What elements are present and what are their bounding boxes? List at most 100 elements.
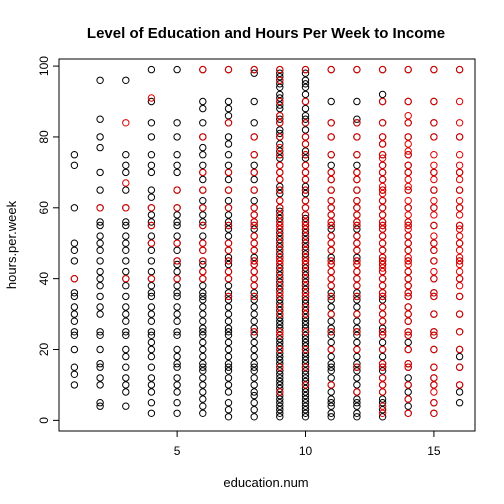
data-point — [455, 97, 464, 106]
data-point — [276, 225, 284, 233]
data-point — [353, 381, 361, 389]
data-point — [122, 292, 130, 301]
data-point — [224, 232, 233, 240]
data-point — [147, 246, 156, 255]
data-point — [327, 345, 335, 354]
data-point — [327, 246, 335, 255]
data-point — [301, 352, 310, 361]
data-point — [301, 104, 310, 113]
data-point — [301, 168, 310, 177]
data-point — [173, 204, 181, 212]
y-tick-label: 100 — [37, 56, 51, 76]
data-point — [122, 151, 130, 159]
data-point — [96, 115, 104, 123]
data-point — [455, 204, 464, 212]
data-point — [301, 133, 310, 141]
data-point — [404, 345, 412, 354]
data-point — [327, 338, 335, 347]
data-point — [276, 402, 284, 410]
data-point — [199, 246, 207, 255]
data-point — [301, 257, 310, 265]
data-point — [301, 65, 310, 74]
data-point — [455, 119, 464, 127]
data-point — [122, 374, 130, 382]
data-point — [301, 324, 310, 332]
data-point — [224, 292, 233, 301]
data-point — [276, 391, 284, 400]
data-point — [199, 360, 207, 368]
data-point — [378, 264, 387, 272]
y-tick-label: 80 — [37, 130, 51, 144]
data-point — [276, 143, 284, 152]
data-point — [224, 282, 233, 290]
data-point — [455, 168, 464, 177]
data-point — [173, 275, 181, 283]
data-point — [404, 388, 412, 396]
data-point — [327, 197, 335, 205]
data-point — [250, 289, 258, 297]
data-point — [224, 211, 233, 219]
data-point — [276, 140, 284, 148]
data-point — [250, 413, 258, 421]
data-point — [430, 374, 438, 382]
data-point — [404, 140, 412, 148]
data-point — [378, 345, 387, 354]
data-point — [378, 246, 387, 255]
data-point — [404, 363, 412, 371]
data-point — [173, 360, 181, 368]
data-point — [276, 285, 284, 293]
data-point — [353, 161, 361, 170]
data-point — [378, 218, 387, 226]
data-point — [250, 225, 258, 233]
data-point — [96, 221, 104, 230]
data-point — [224, 225, 233, 233]
data-point — [224, 151, 233, 159]
data-point — [173, 186, 181, 194]
data-point — [455, 328, 464, 336]
data-point — [276, 289, 284, 297]
data-point — [301, 214, 310, 223]
data-point — [327, 296, 335, 304]
data-point — [224, 367, 233, 375]
data-point — [199, 289, 207, 297]
data-point — [378, 90, 387, 99]
data-point — [301, 370, 310, 378]
data-point — [353, 119, 361, 127]
data-point — [353, 352, 361, 361]
data-point — [276, 115, 284, 123]
data-point — [404, 257, 412, 265]
data-point — [276, 370, 284, 378]
data-point — [199, 367, 207, 375]
data-point — [301, 406, 310, 414]
data-point — [378, 204, 387, 212]
data-point — [455, 133, 464, 141]
data-point — [173, 211, 181, 219]
data-point — [276, 282, 284, 290]
data-point — [224, 303, 233, 311]
data-point — [455, 352, 464, 361]
data-point — [353, 331, 361, 339]
data-point — [327, 289, 335, 297]
data-point — [353, 246, 361, 255]
data-point — [301, 253, 310, 262]
data-point — [173, 246, 181, 255]
data-point — [353, 402, 361, 410]
data-point — [353, 367, 361, 375]
data-point — [353, 151, 361, 159]
data-point — [327, 225, 335, 233]
data-point — [430, 409, 438, 417]
data-point — [301, 321, 310, 329]
data-point — [301, 151, 310, 159]
data-point — [430, 246, 438, 255]
data-point — [455, 399, 464, 407]
data-point — [276, 310, 284, 318]
data-point — [173, 363, 181, 371]
data-point — [378, 186, 387, 194]
data-point — [224, 345, 233, 354]
data-point — [250, 151, 258, 159]
data-point — [404, 211, 412, 219]
data-point — [430, 119, 438, 127]
data-point — [122, 275, 130, 283]
data-point — [96, 218, 104, 226]
data-point — [276, 97, 284, 106]
